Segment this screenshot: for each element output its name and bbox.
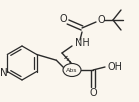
Text: O: O <box>89 88 97 98</box>
Text: Abs: Abs <box>66 68 78 73</box>
Text: O: O <box>98 15 106 25</box>
Text: N: N <box>0 68 8 78</box>
Text: NH: NH <box>75 38 90 48</box>
Ellipse shape <box>63 64 81 76</box>
Text: OH: OH <box>107 62 122 72</box>
Text: O: O <box>59 14 67 24</box>
